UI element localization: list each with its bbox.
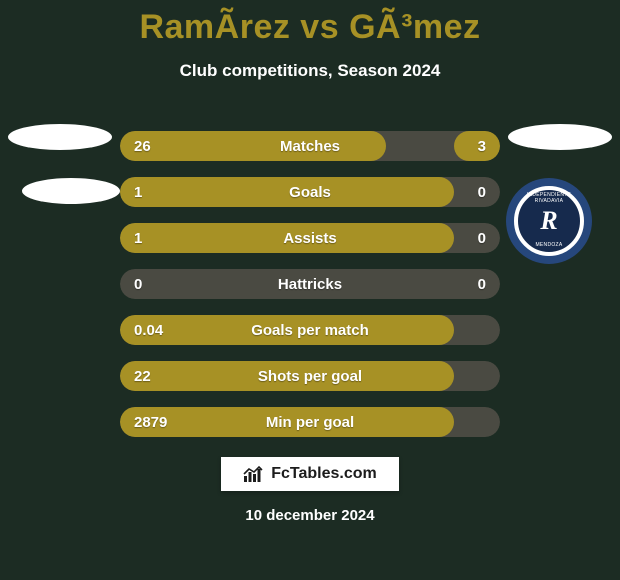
stat-row: 0.04Goals per match xyxy=(120,315,500,345)
footer-brand-card: FcTables.com xyxy=(221,457,399,491)
page-content: RamÃ­rez vs GÃ³mez Club competitions, Se… xyxy=(0,0,620,580)
stat-row: 10Assists xyxy=(120,223,500,253)
bar-label: Goals xyxy=(120,177,500,207)
bar-label: Hattricks xyxy=(120,269,500,299)
bar-chart-icon xyxy=(243,465,265,483)
bar-label: Goals per match xyxy=(120,315,500,345)
stat-row: 22Shots per goal xyxy=(120,361,500,391)
comparison-bars: 263Matches 10Goals 10Assists 00Hattricks 0.0… xyxy=(120,131,500,437)
page-title: RamÃ­rez vs GÃ³mez xyxy=(139,8,480,47)
stat-row: 2879Min per goal xyxy=(120,407,500,437)
crest-monogram: R xyxy=(540,208,557,234)
left-logo-ellipse-1 xyxy=(8,124,112,150)
footer-date: 10 december 2024 xyxy=(245,507,374,524)
stat-row: 263Matches xyxy=(120,131,500,161)
page-subtitle: Club competitions, Season 2024 xyxy=(180,61,441,81)
crest-text-top: INDEPENDIENTE RIVADAVIA xyxy=(518,192,580,204)
bar-label: Matches xyxy=(120,131,500,161)
left-logo-ellipse-2 xyxy=(22,178,120,204)
right-club-crest: INDEPENDIENTE RIVADAVIA R MENDOZA xyxy=(506,178,592,264)
stat-row: 00Hattricks xyxy=(120,269,500,299)
bar-label: Min per goal xyxy=(120,407,500,437)
crest-inner: INDEPENDIENTE RIVADAVIA R MENDOZA xyxy=(514,186,584,256)
footer-brand-text: FcTables.com xyxy=(271,465,377,483)
crest-text-bottom: MENDOZA xyxy=(518,242,580,248)
bar-label: Assists xyxy=(120,223,500,253)
right-logo-ellipse-1 xyxy=(508,124,612,150)
stat-row: 10Goals xyxy=(120,177,500,207)
bar-label: Shots per goal xyxy=(120,361,500,391)
